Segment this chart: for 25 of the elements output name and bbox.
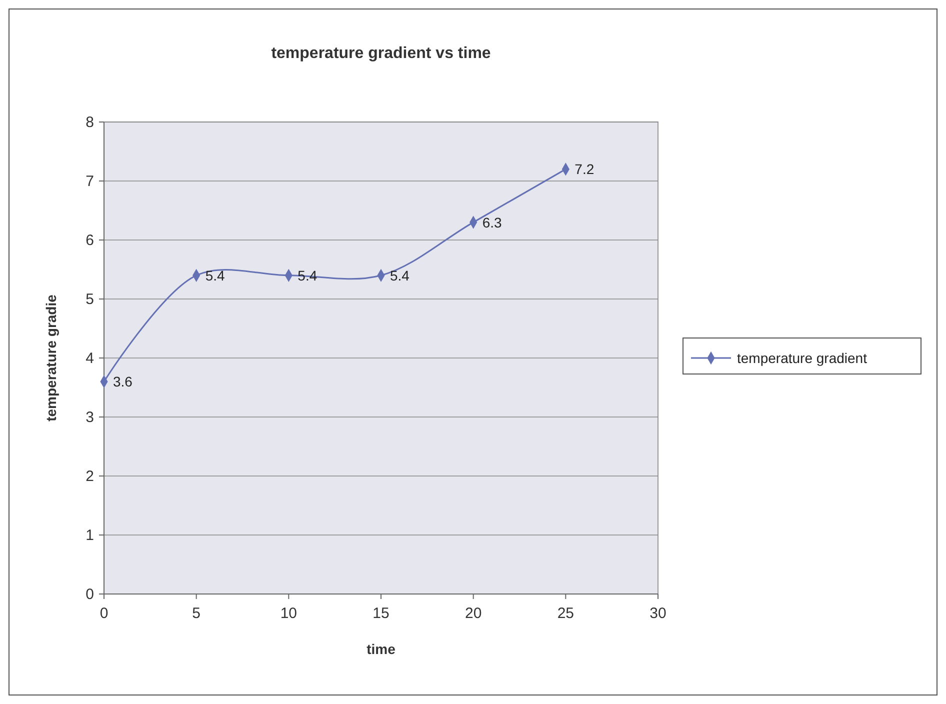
y-tick-label: 7 [86, 173, 94, 190]
data-label: 6.3 [482, 214, 502, 230]
y-tick-label: 8 [86, 114, 94, 131]
y-tick-label: 2 [86, 468, 94, 485]
data-label: 3.6 [113, 374, 133, 390]
legend-label: temperature gradient [737, 350, 868, 366]
y-axis-title: temperature gradie [43, 294, 59, 422]
x-tick-label: 10 [280, 605, 298, 622]
data-label: 5.4 [205, 267, 226, 284]
x-tick-label: 5 [192, 605, 201, 622]
y-tick-label: 1 [86, 527, 94, 544]
x-tick-label: 0 [100, 605, 108, 622]
x-axis-title: time [366, 641, 396, 657]
y-tick-label: 0 [86, 586, 94, 603]
y-tick-label: 5 [86, 291, 94, 308]
y-tick-label: 6 [86, 232, 94, 249]
data-label: 7.2 [574, 161, 594, 178]
y-tick-label: 3 [86, 409, 94, 426]
x-tick-label: 30 [650, 605, 666, 622]
y-tick-label: 4 [86, 350, 94, 367]
chart-title: temperature gradient vs time [271, 45, 491, 62]
data-label: 5.4 [390, 267, 410, 284]
x-tick-label: 25 [557, 605, 574, 622]
x-tick-label: 15 [372, 605, 390, 622]
x-tick-label: 20 [464, 605, 482, 622]
